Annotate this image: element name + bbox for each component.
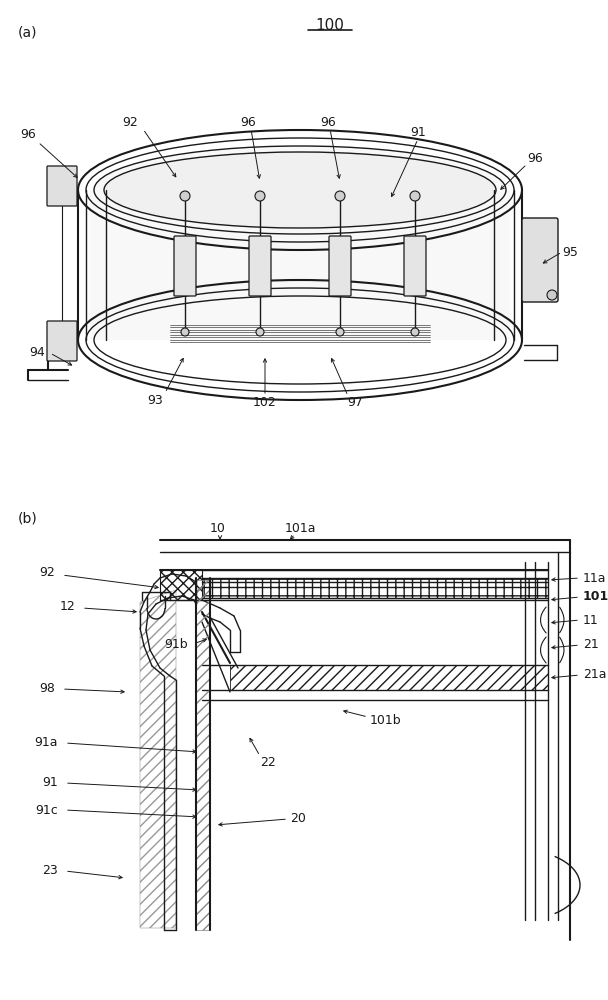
- Text: 11a: 11a: [583, 572, 607, 584]
- FancyBboxPatch shape: [404, 236, 426, 296]
- Circle shape: [336, 328, 344, 336]
- Ellipse shape: [104, 152, 496, 228]
- FancyBboxPatch shape: [329, 236, 351, 296]
- Text: 100: 100: [316, 18, 345, 33]
- Circle shape: [256, 328, 264, 336]
- Text: 91a: 91a: [35, 736, 58, 748]
- FancyBboxPatch shape: [522, 218, 558, 302]
- Circle shape: [181, 328, 189, 336]
- Text: 96: 96: [20, 128, 36, 141]
- Text: (b): (b): [18, 512, 38, 526]
- Circle shape: [410, 191, 420, 201]
- Text: 12: 12: [59, 600, 75, 613]
- Text: 21: 21: [583, 639, 599, 652]
- Polygon shape: [90, 190, 510, 340]
- Circle shape: [335, 191, 345, 201]
- Text: 102: 102: [253, 396, 277, 410]
- Text: 22: 22: [260, 756, 276, 768]
- Ellipse shape: [94, 146, 506, 234]
- Circle shape: [411, 328, 419, 336]
- Text: (a): (a): [18, 25, 38, 39]
- Circle shape: [255, 191, 265, 201]
- Circle shape: [547, 290, 557, 300]
- Text: 97: 97: [347, 396, 363, 410]
- Text: 101a: 101a: [285, 522, 316, 534]
- Text: 96: 96: [527, 151, 543, 164]
- Text: 23: 23: [42, 863, 58, 876]
- Text: 96: 96: [240, 115, 256, 128]
- FancyBboxPatch shape: [249, 236, 271, 296]
- Text: 101: 101: [583, 590, 608, 603]
- Text: 101b: 101b: [370, 714, 402, 726]
- Text: 92: 92: [122, 115, 138, 128]
- Text: 93: 93: [147, 393, 163, 406]
- FancyBboxPatch shape: [174, 236, 196, 296]
- Text: 91: 91: [410, 125, 426, 138]
- Circle shape: [180, 191, 190, 201]
- Text: 91c: 91c: [35, 804, 58, 816]
- Text: 95: 95: [562, 245, 578, 258]
- FancyBboxPatch shape: [47, 321, 77, 361]
- Text: 94: 94: [29, 346, 45, 359]
- Text: 91: 91: [42, 776, 58, 788]
- Text: 92: 92: [40, 566, 55, 580]
- Text: 11: 11: [583, 613, 599, 626]
- Text: 10: 10: [210, 522, 226, 534]
- Text: 21a: 21a: [583, 668, 607, 682]
- Text: 20: 20: [290, 812, 306, 824]
- Text: 91b: 91b: [164, 639, 188, 652]
- Text: 96: 96: [320, 115, 336, 128]
- FancyBboxPatch shape: [47, 166, 77, 206]
- Text: 98: 98: [39, 682, 55, 694]
